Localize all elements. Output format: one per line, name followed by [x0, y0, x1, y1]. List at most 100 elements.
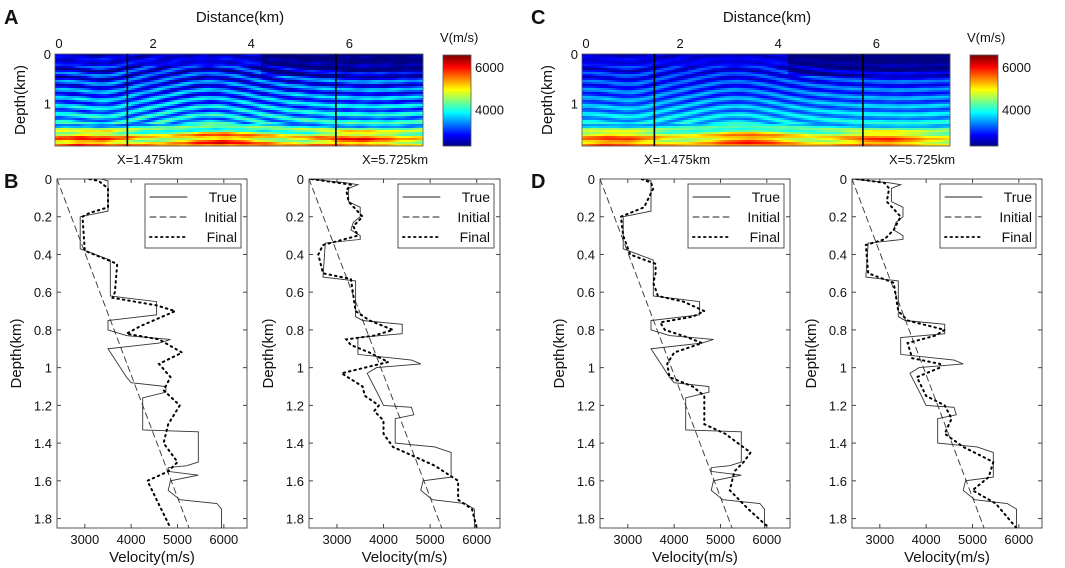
heatmap-cell — [239, 106, 241, 108]
heatmap-cell — [251, 66, 253, 68]
heatmap-cell — [99, 106, 101, 108]
heatmap-cell — [95, 68, 97, 70]
heatmap-cell — [273, 62, 275, 64]
heatmap-cell — [117, 70, 119, 72]
heatmap-cell — [357, 62, 359, 64]
heatmap-cell — [155, 106, 157, 108]
heatmap-cell — [211, 58, 213, 60]
heatmap-cell — [239, 76, 241, 78]
heatmap-cell — [161, 82, 163, 84]
heatmap-cell — [299, 84, 301, 86]
heatmap-cell — [319, 68, 321, 70]
heatmap-cell — [211, 90, 213, 92]
heatmap-cell — [111, 86, 113, 88]
heatmap-cell — [201, 100, 203, 102]
heatmap-cell — [181, 58, 183, 60]
heatmap-cell — [233, 72, 235, 74]
heatmap-cell — [381, 86, 383, 88]
heatmap-cell — [81, 88, 83, 90]
heatmap-cell — [79, 100, 81, 102]
heatmap-cell — [77, 100, 79, 102]
heatmap-cell — [131, 106, 133, 108]
heatmap-cell — [261, 56, 263, 58]
heatmap-cell — [265, 84, 267, 86]
heatmap-cell — [67, 94, 69, 96]
heatmap-cell — [59, 66, 61, 68]
heatmap-cell — [215, 90, 217, 92]
heatmap-cell — [353, 58, 355, 60]
heatmap-cell — [103, 84, 105, 86]
heatmap-cell — [171, 86, 173, 88]
heatmap-cell — [131, 102, 133, 104]
heatmap-cell — [353, 100, 355, 102]
heatmap-cell — [129, 98, 131, 100]
heatmap-cell — [359, 72, 361, 74]
heatmap-cell — [131, 80, 133, 82]
heatmap-cell — [309, 72, 311, 74]
heatmap-cell — [353, 98, 355, 100]
heatmap-cell — [293, 68, 295, 70]
heatmap-cell — [263, 68, 265, 70]
heatmap-cell — [121, 74, 123, 76]
heatmap-cell — [207, 102, 209, 104]
heatmap-cell — [285, 60, 287, 62]
heatmap-cell — [253, 56, 255, 58]
heatmap-cell — [161, 60, 163, 62]
heatmap-cell — [359, 56, 361, 58]
heatmap-cell — [79, 94, 81, 96]
heatmap-cell — [97, 66, 99, 68]
heatmap-cell — [361, 98, 363, 100]
heatmap-cell — [385, 90, 387, 92]
heatmap-cell — [93, 80, 95, 82]
heatmap-cell — [369, 86, 371, 88]
heatmap-cell — [139, 78, 141, 80]
heatmap-cell — [389, 64, 391, 66]
heatmap-cell — [285, 80, 287, 82]
heatmap-cell — [121, 88, 123, 90]
heatmap-cell — [303, 100, 305, 102]
heatmap-cell — [179, 92, 181, 94]
heatmap-cell — [249, 86, 251, 88]
heatmap-cell — [225, 64, 227, 66]
heatmap-cell — [257, 70, 259, 72]
heatmap-cell — [287, 64, 289, 66]
heatmap-cell — [277, 94, 279, 96]
heatmap-cell — [389, 78, 391, 80]
heatmap-cell — [225, 84, 227, 86]
heatmap-cell — [151, 64, 153, 66]
heatmap-cell — [283, 102, 285, 104]
heatmap-cell — [197, 76, 199, 78]
heatmap-cell — [237, 58, 239, 60]
heatmap-cell — [337, 100, 339, 102]
heatmap-cell — [99, 104, 101, 106]
heatmap-cell — [357, 76, 359, 78]
heatmap-cell — [177, 60, 179, 62]
heatmap-cell — [375, 90, 377, 92]
heatmap-cell — [217, 78, 219, 80]
heatmap-cell — [411, 100, 413, 102]
heatmap-cell — [279, 66, 281, 68]
heatmap-cell — [279, 58, 281, 60]
heatmap-cell — [177, 90, 179, 92]
heatmap-cell — [417, 78, 419, 80]
heatmap-cell — [329, 84, 331, 86]
heatmap-cell — [233, 102, 235, 104]
heatmap-cell — [379, 80, 381, 82]
heatmap-cell — [351, 64, 353, 66]
heatmap-cell — [263, 74, 265, 76]
heatmap-cell — [373, 80, 375, 82]
heatmap-cell — [229, 86, 231, 88]
heatmap-cell — [255, 76, 257, 78]
heatmap-cell — [377, 68, 379, 70]
heatmap-cell — [323, 94, 325, 96]
heatmap-cell — [113, 80, 115, 82]
heatmap-cell — [107, 92, 109, 94]
heatmap-cell — [251, 86, 253, 88]
heatmap-cell — [409, 102, 411, 104]
heatmap-cell — [217, 88, 219, 90]
heatmap-cell — [143, 82, 145, 84]
heatmap-cell — [315, 66, 317, 68]
heatmap-cell — [409, 96, 411, 98]
heatmap-cell — [73, 68, 75, 70]
heatmap-cell — [235, 60, 237, 62]
